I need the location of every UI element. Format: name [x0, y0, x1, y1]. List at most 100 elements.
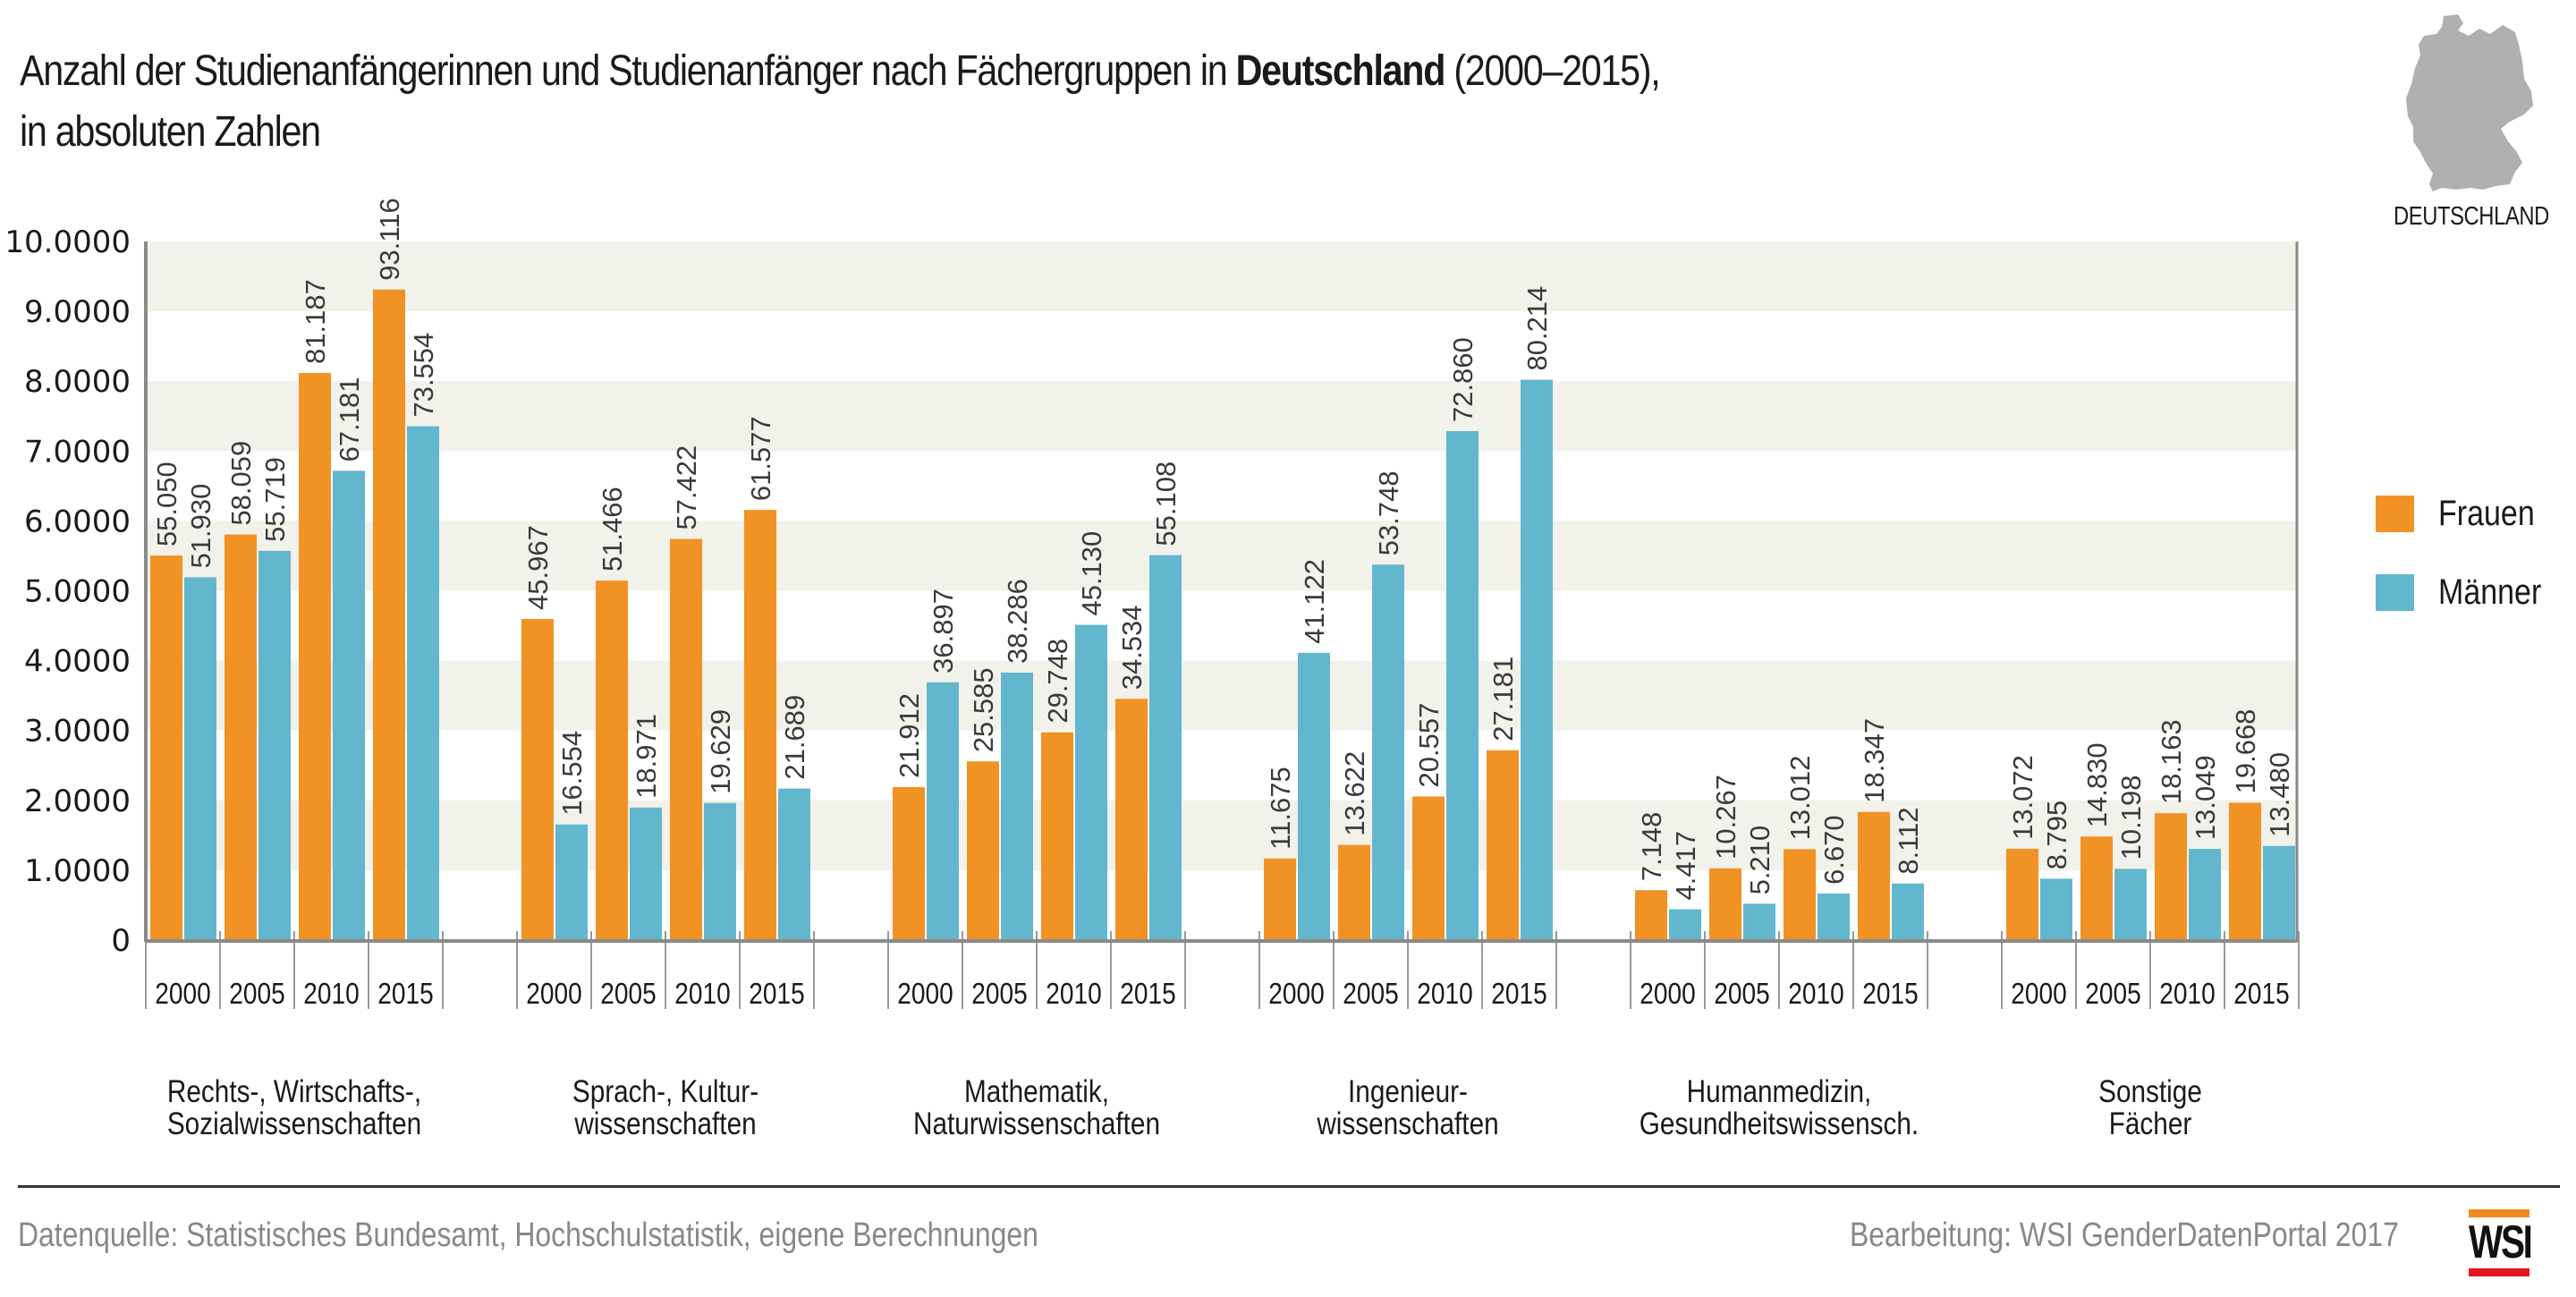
y-tick-label: 3.0000: [24, 714, 131, 750]
wsi-logo-text: WSI: [2469, 1216, 2533, 1268]
bar-frauen: [596, 581, 628, 940]
value-label-frauen: 45.967: [522, 525, 554, 610]
category-label: Fächer: [2109, 1106, 2192, 1141]
value-label-frauen: 93.116: [374, 198, 405, 281]
title-country: Deutschland: [1235, 47, 1446, 95]
bar-maenner: [704, 802, 736, 940]
bar-maenner: [630, 807, 662, 940]
bar-frauen: [1338, 844, 1370, 940]
bar-maenner: [2040, 878, 2072, 940]
year-label: 2000: [526, 978, 581, 1011]
category-label: Sprach-, Kultur-: [572, 1074, 758, 1109]
y-tick-label: 1.0000: [24, 853, 131, 889]
year-label: 2015: [1120, 978, 1175, 1011]
value-label-maenner: 4.417: [1670, 831, 1701, 901]
year-label: 2015: [749, 978, 804, 1011]
data-source: Datenquelle: Statistisches Bundesamt, Ho…: [18, 1216, 1038, 1254]
bar-maenner: [1892, 883, 1924, 940]
value-label-maenner: 73.554: [408, 333, 439, 418]
value-label-frauen: 27.181: [1487, 657, 1519, 742]
year-label: 2015: [1491, 978, 1546, 1011]
value-label-maenner: 18.971: [631, 714, 662, 799]
value-label-maenner: 55.108: [1150, 462, 1182, 547]
bar-maenner: [1298, 652, 1330, 940]
value-label-maenner: 21.689: [779, 695, 810, 780]
year-label: 2010: [1788, 978, 1843, 1011]
value-label-frauen: 14.830: [2081, 742, 2113, 827]
value-label-maenner: 38.286: [1002, 579, 1033, 664]
y-tick-label: 8.0000: [24, 364, 131, 400]
germany-map-icon: [2397, 9, 2567, 206]
bar-maenner: [2263, 845, 2295, 940]
bar-frauen: [1784, 849, 1816, 940]
legend-item-maenner: Männer: [2376, 572, 2560, 613]
footer-divider: [18, 1185, 2560, 1188]
value-label-maenner: 80.214: [1521, 286, 1553, 371]
bar-frauen: [1487, 750, 1519, 940]
bar-maenner: [778, 788, 810, 940]
value-label-frauen: 13.622: [1339, 751, 1370, 836]
legend-label-frauen: Frauen: [2438, 494, 2535, 533]
value-label-frauen: 10.267: [1710, 775, 1741, 860]
bar-maenner: [1743, 903, 1775, 940]
year-label: 2005: [600, 978, 656, 1011]
wsi-logo-red-bar: [2469, 1268, 2529, 1276]
value-label-maenner: 36.897: [928, 589, 959, 674]
bar-frauen: [1264, 858, 1296, 940]
category-label: wissenschaften: [573, 1106, 756, 1141]
value-label-maenner: 6.670: [1818, 815, 1850, 885]
y-tick-label: 5.0000: [24, 574, 131, 610]
bar-maenner: [333, 470, 365, 940]
grid-band: [146, 242, 2297, 312]
year-label: 2015: [377, 978, 433, 1011]
wsi-logo: WSI: [2469, 1209, 2533, 1276]
map-label: DEUTSCHLAND: [2394, 202, 2549, 231]
value-label-frauen: 57.422: [671, 445, 702, 530]
grid-band: [146, 381, 2297, 452]
category-label: Mathematik,: [964, 1074, 1109, 1109]
category-label: Rechts-, Wirtschafts-,: [167, 1074, 421, 1109]
value-label-maenner: 51.930: [185, 484, 216, 569]
category-label: Ingenieur-: [1348, 1074, 1468, 1109]
value-label-frauen: 7.148: [1636, 812, 1667, 882]
bar-maenner: [2114, 869, 2147, 940]
category-label: Sozialwissenschaften: [167, 1106, 421, 1141]
title-line-1: Anzahl der Studienanfängerinnen und Stud…: [20, 41, 1661, 102]
grid-band: [146, 660, 2297, 731]
value-label-frauen: 18.347: [1859, 718, 1890, 803]
category-label: Humanmedizin,: [1687, 1074, 1872, 1109]
year-label: 2015: [2233, 978, 2289, 1011]
value-label-frauen: 25.585: [968, 667, 999, 752]
value-label-maenner: 13.480: [2264, 752, 2295, 837]
year-label: 2000: [2011, 978, 2066, 1011]
value-label-maenner: 53.748: [1373, 470, 1404, 555]
bar-maenner: [1521, 379, 1553, 940]
legend-swatch-maenner: [2376, 574, 2414, 611]
value-label-frauen: 19.668: [2230, 709, 2261, 794]
category-label: wissenschaften: [1316, 1106, 1498, 1141]
category-label: Naturwissenschaften: [913, 1106, 1160, 1141]
value-label-frauen: 55.050: [151, 462, 182, 547]
value-label-maenner: 8.795: [2041, 801, 2072, 870]
year-label: 2005: [971, 978, 1027, 1011]
bar-maenner: [927, 682, 959, 940]
bar-maenner: [1818, 893, 1850, 940]
grid-band: [146, 521, 2297, 591]
bar-frauen: [1412, 796, 1445, 940]
bar-frauen: [150, 555, 182, 940]
year-label: 2015: [1862, 978, 1918, 1011]
y-tick-labels: 0 1.0000 2.0000 3.0000 4.0000 5.0000 6.0000 7.0…: [4, 225, 131, 959]
bar-frauen: [373, 289, 405, 940]
bar-frauen: [2006, 848, 2038, 940]
bars: [150, 289, 2295, 941]
value-label-frauen: 81.187: [300, 279, 331, 364]
value-label-maenner: 13.049: [2190, 755, 2221, 840]
y-tick-label: 0: [111, 923, 131, 959]
value-label-frauen: 13.012: [1784, 756, 1816, 841]
y-tick-label: 10.0000: [4, 225, 131, 260]
bar-frauen: [1115, 699, 1148, 940]
bar-maenner: [1149, 555, 1182, 940]
category-label: Sonstige: [2098, 1074, 2202, 1109]
